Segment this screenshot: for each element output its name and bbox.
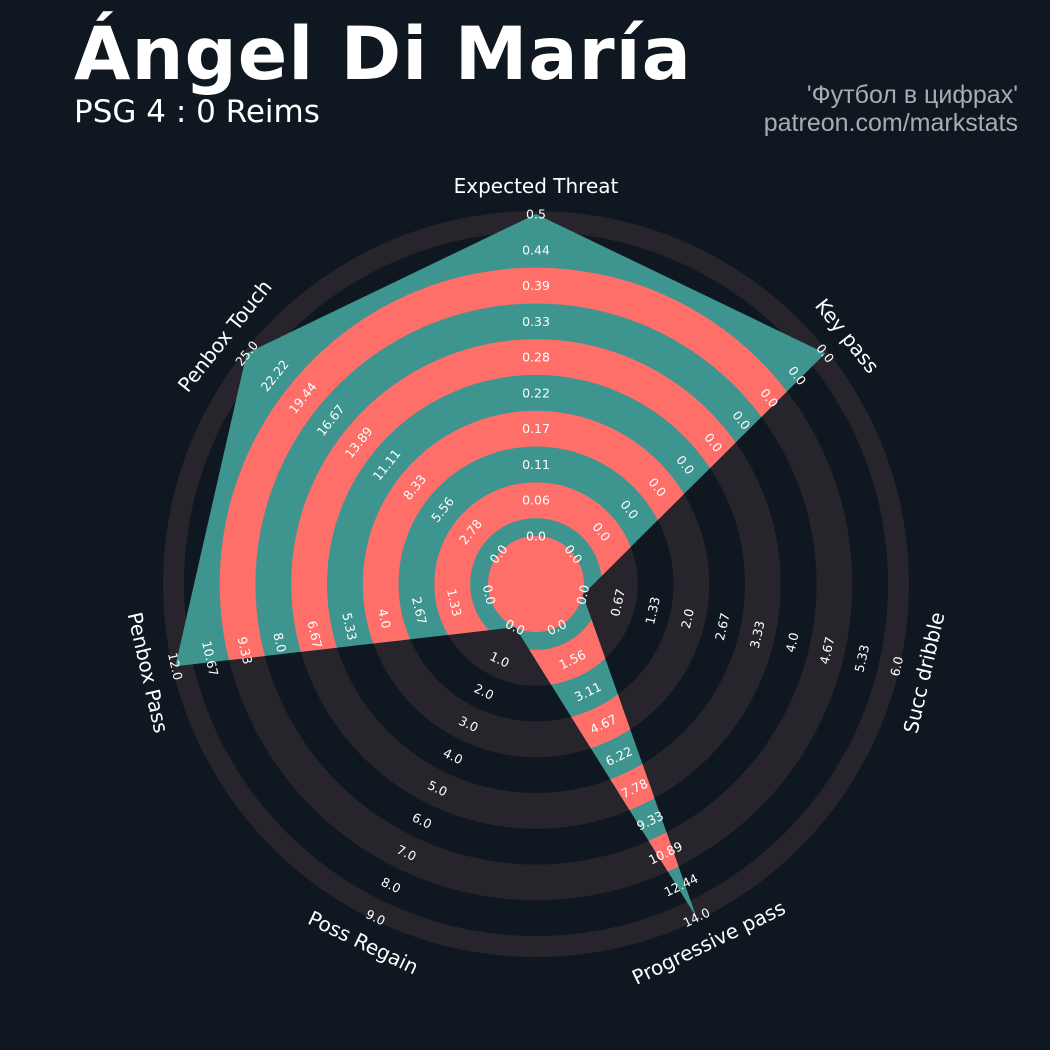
credit-url: patreon.com/markstats	[763, 109, 1018, 137]
tick-label: 0.0	[480, 583, 499, 606]
tick-label: 0.17	[522, 421, 550, 436]
tick-label: 4.0	[783, 631, 802, 654]
polygon-center-band	[488, 536, 584, 632]
tick-label: 1.33	[642, 595, 663, 625]
credit-channel-name: 'Футбол в цифрах'	[806, 81, 1018, 109]
tick-label: 8.0	[270, 631, 289, 654]
tick-label: 3.33	[747, 619, 768, 649]
tick-label: 2.67	[409, 595, 430, 625]
tick-label: 9.33	[235, 635, 256, 665]
tick-label: 12.0	[165, 651, 186, 682]
tick-label: 4.0	[375, 607, 394, 630]
tick-label: 0.67	[607, 587, 628, 617]
tick-label: 2.0	[678, 607, 697, 630]
tick-label: 0.0	[526, 529, 546, 544]
match-score-subtitle: PSG 4 : 0 Reims	[74, 94, 320, 130]
tick-label: 6.0	[887, 655, 906, 678]
param-label: Expected Threat	[454, 174, 619, 198]
tick-label: 4.67	[817, 635, 838, 665]
tick-label: 0.39	[522, 278, 550, 293]
tick-label: 0.0	[573, 583, 592, 606]
tick-label: 0.33	[522, 314, 550, 329]
tick-label: 1.33	[444, 587, 465, 617]
tick-label: 0.11	[522, 457, 550, 472]
player-name-title: Ángel Di María	[74, 12, 692, 97]
tick-label: 0.5	[526, 207, 546, 222]
tick-label: 0.28	[522, 350, 550, 365]
tick-label: 6.67	[304, 619, 325, 649]
tick-label: 5.33	[851, 643, 872, 673]
tick-label: 0.22	[522, 385, 550, 400]
tick-label: 0.06	[522, 493, 550, 508]
tick-label: 2.67	[712, 611, 733, 641]
tick-label: 5.33	[339, 611, 360, 641]
tick-label: 0.44	[522, 242, 550, 257]
